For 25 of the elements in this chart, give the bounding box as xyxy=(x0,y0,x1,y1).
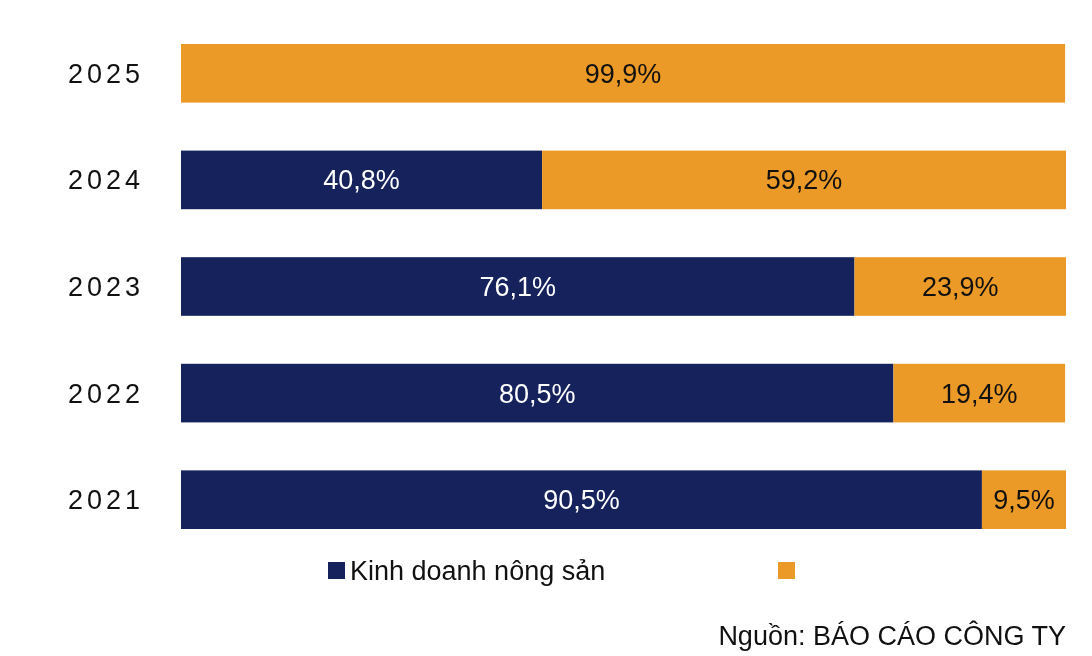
text: Nguồn: BÁO CÁO CÔNG TY xyxy=(718,620,1066,652)
bar xyxy=(542,150,1066,210)
bar xyxy=(181,470,982,529)
legend-label: Kinh doanh nông sản xyxy=(350,556,606,587)
y-tick-label: 2022 xyxy=(67,378,145,409)
bar xyxy=(854,257,1066,316)
data-label: 19,4% xyxy=(940,378,1018,409)
data-label: 23,9% xyxy=(921,271,999,302)
bar xyxy=(181,363,894,423)
data-label: 80,5% xyxy=(498,378,576,409)
y-tick-label: 2023 xyxy=(67,271,145,302)
bar xyxy=(181,257,855,316)
bar xyxy=(893,363,1066,423)
y-tick-label: 2024 xyxy=(67,165,145,196)
data-label: 40,8% xyxy=(323,165,400,196)
data-label: 90,5% xyxy=(543,485,620,516)
data-label: 76,1% xyxy=(479,271,557,302)
y-tick-label: 2021 xyxy=(67,485,145,516)
data-label: 59,2% xyxy=(765,165,843,196)
data-label: 9,5% xyxy=(993,485,1055,516)
bar xyxy=(981,470,1066,529)
bar xyxy=(181,150,543,210)
bar xyxy=(181,44,1066,103)
y-tick-label: 2025 xyxy=(67,58,145,89)
data-label: 99,9% xyxy=(584,58,662,89)
